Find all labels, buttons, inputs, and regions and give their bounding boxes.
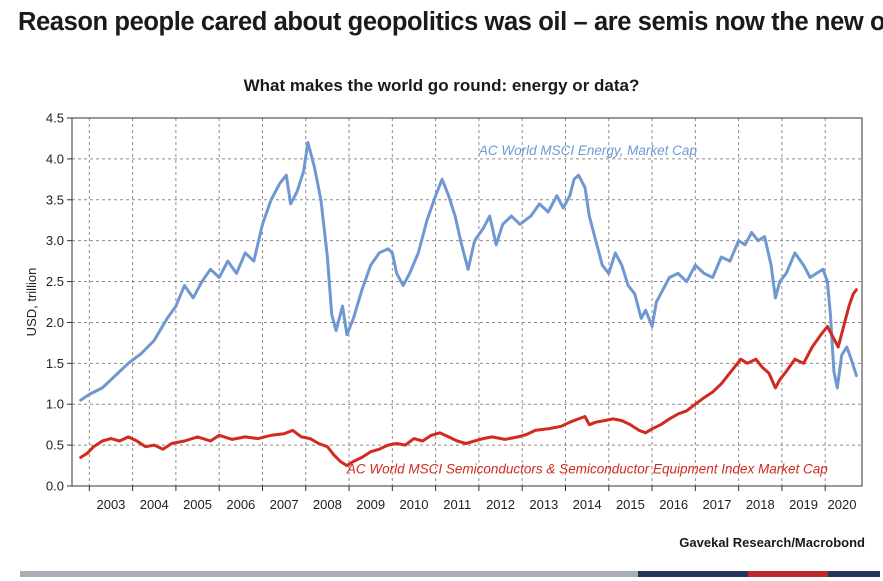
x-tick-label: 2014 xyxy=(573,497,602,512)
slide-title: Reason people cared about geopolitics wa… xyxy=(18,8,883,36)
x-axis-ticks: 2003 2004 2005 2006 2007 2008 2009 2010 2011 2012… xyxy=(88,486,857,512)
x-tick-label: 2015 xyxy=(616,497,645,512)
y-tick-label: 0.5 xyxy=(46,438,64,453)
x-tick-label: 2020 xyxy=(828,497,857,512)
footer-bar-navy-end xyxy=(828,571,880,577)
x-tick-label: 2016 xyxy=(659,497,688,512)
x-tick-label: 2003 xyxy=(96,497,125,512)
y-axis-ticks: 0.0 0.5 1.0 1.5 2.0 2.5 3.0 3.5 4.0 4.5 xyxy=(46,111,72,494)
footer-bar-red xyxy=(748,571,828,577)
x-tick-label: 2011 xyxy=(443,497,471,512)
x-tick-label: 2017 xyxy=(703,497,732,512)
annotation-energy: AC World MSCI Energy, Market Cap xyxy=(478,143,698,158)
series-lines xyxy=(79,141,858,468)
series-line-semiconductors xyxy=(79,288,858,468)
y-tick-label: 1.0 xyxy=(46,397,64,412)
y-tick-label: 3.5 xyxy=(46,192,64,207)
chart-title: What makes the world go round: energy or… xyxy=(243,76,640,95)
annotation-semiconductors: AC World MSCI Semiconductors & Semicondu… xyxy=(346,462,828,477)
y-tick-label: 1.5 xyxy=(46,356,64,371)
footer-bar xyxy=(20,571,880,577)
x-tick-label: 2010 xyxy=(400,497,429,512)
x-tick-label: 2004 xyxy=(140,497,169,512)
y-tick-label: 2.0 xyxy=(46,315,64,330)
x-tick-label: 2013 xyxy=(529,497,558,512)
grid xyxy=(72,118,862,486)
x-tick-label: 2012 xyxy=(486,497,515,512)
y-tick-label: 2.5 xyxy=(46,274,64,289)
x-tick-label: 2007 xyxy=(270,497,299,512)
series-line-energy xyxy=(79,141,858,402)
x-tick-label: 2006 xyxy=(226,497,255,512)
y-tick-label: 3.0 xyxy=(46,233,64,248)
source-credit: Gavekal Research/Macrobond xyxy=(679,535,865,550)
annotations: AC World MSCI Energy, Market Cap AC World… xyxy=(346,143,828,477)
y-tick-label: 0.0 xyxy=(46,479,64,494)
footer-bar-navy xyxy=(638,571,748,577)
plot-frame xyxy=(71,117,863,487)
x-tick-label: 2018 xyxy=(746,497,775,512)
footer-bar-gray xyxy=(20,571,638,577)
y-tick-label: 4.5 xyxy=(46,111,64,126)
x-tick-label: 2008 xyxy=(313,497,342,512)
x-tick-label: 2009 xyxy=(356,497,385,512)
x-tick-label: 2005 xyxy=(183,497,212,512)
y-axis-label: USD, trillion xyxy=(24,268,39,337)
x-tick-label: 2019 xyxy=(789,497,818,512)
y-tick-label: 4.0 xyxy=(46,151,64,166)
